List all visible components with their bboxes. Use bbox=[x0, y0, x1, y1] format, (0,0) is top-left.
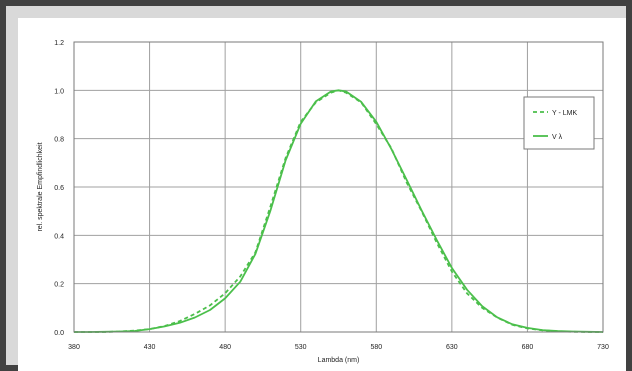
chart-panel: 380 430 480 530 580 630 680 730 0.0 0.2 0.4 0.6 0.8 1… bbox=[6, 6, 626, 371]
y-tick-label: 0.4 bbox=[54, 233, 64, 240]
x-tick-label: 580 bbox=[370, 344, 382, 351]
x-tick-label: 680 bbox=[522, 344, 534, 351]
legend: Y - LMK V λ bbox=[523, 96, 595, 150]
y-tick-label: 1.0 bbox=[54, 88, 64, 95]
sensitivity-chart: 380 430 480 530 580 630 680 730 0.0 0.2 0.4 0.6 0.8 1… bbox=[37, 40, 609, 364]
x-tick-label: 380 bbox=[68, 344, 80, 351]
chart-area: 380 430 480 530 580 630 680 730 0.0 0.2 0.4 0.6 0.8 1… bbox=[18, 18, 626, 371]
plot-border bbox=[73, 41, 604, 333]
axes bbox=[73, 41, 604, 333]
y-tick-label: 0.8 bbox=[54, 137, 64, 144]
legend-label-2: V λ bbox=[552, 134, 563, 141]
y-tick-label: 0.6 bbox=[54, 185, 64, 192]
x-tick-label: 730 bbox=[597, 344, 609, 351]
y-tick-label: 0.0 bbox=[54, 330, 64, 337]
legend-box bbox=[523, 96, 595, 150]
series-lines bbox=[74, 89, 604, 333]
legend-label-1: Y - LMK bbox=[552, 110, 577, 117]
y-tick-label: 1.2 bbox=[54, 40, 64, 47]
x-axis-label: Lambda (nm) bbox=[318, 357, 360, 364]
x-tick-label: 430 bbox=[144, 344, 156, 351]
x-tick-label: 530 bbox=[295, 344, 307, 351]
y-tick-label: 0.2 bbox=[54, 282, 64, 289]
series-line-2 bbox=[74, 89, 604, 333]
x-tick-label: 630 bbox=[446, 344, 458, 351]
grid-lines bbox=[73, 41, 604, 333]
tick-labels: 380 430 480 530 580 630 680 730 0.0 0.2 0.4 0.6 0.8 1… bbox=[54, 40, 609, 351]
x-tick-label: 480 bbox=[219, 344, 231, 351]
y-axis-label: rel. spektrale Empfindlichkeit bbox=[37, 142, 44, 231]
